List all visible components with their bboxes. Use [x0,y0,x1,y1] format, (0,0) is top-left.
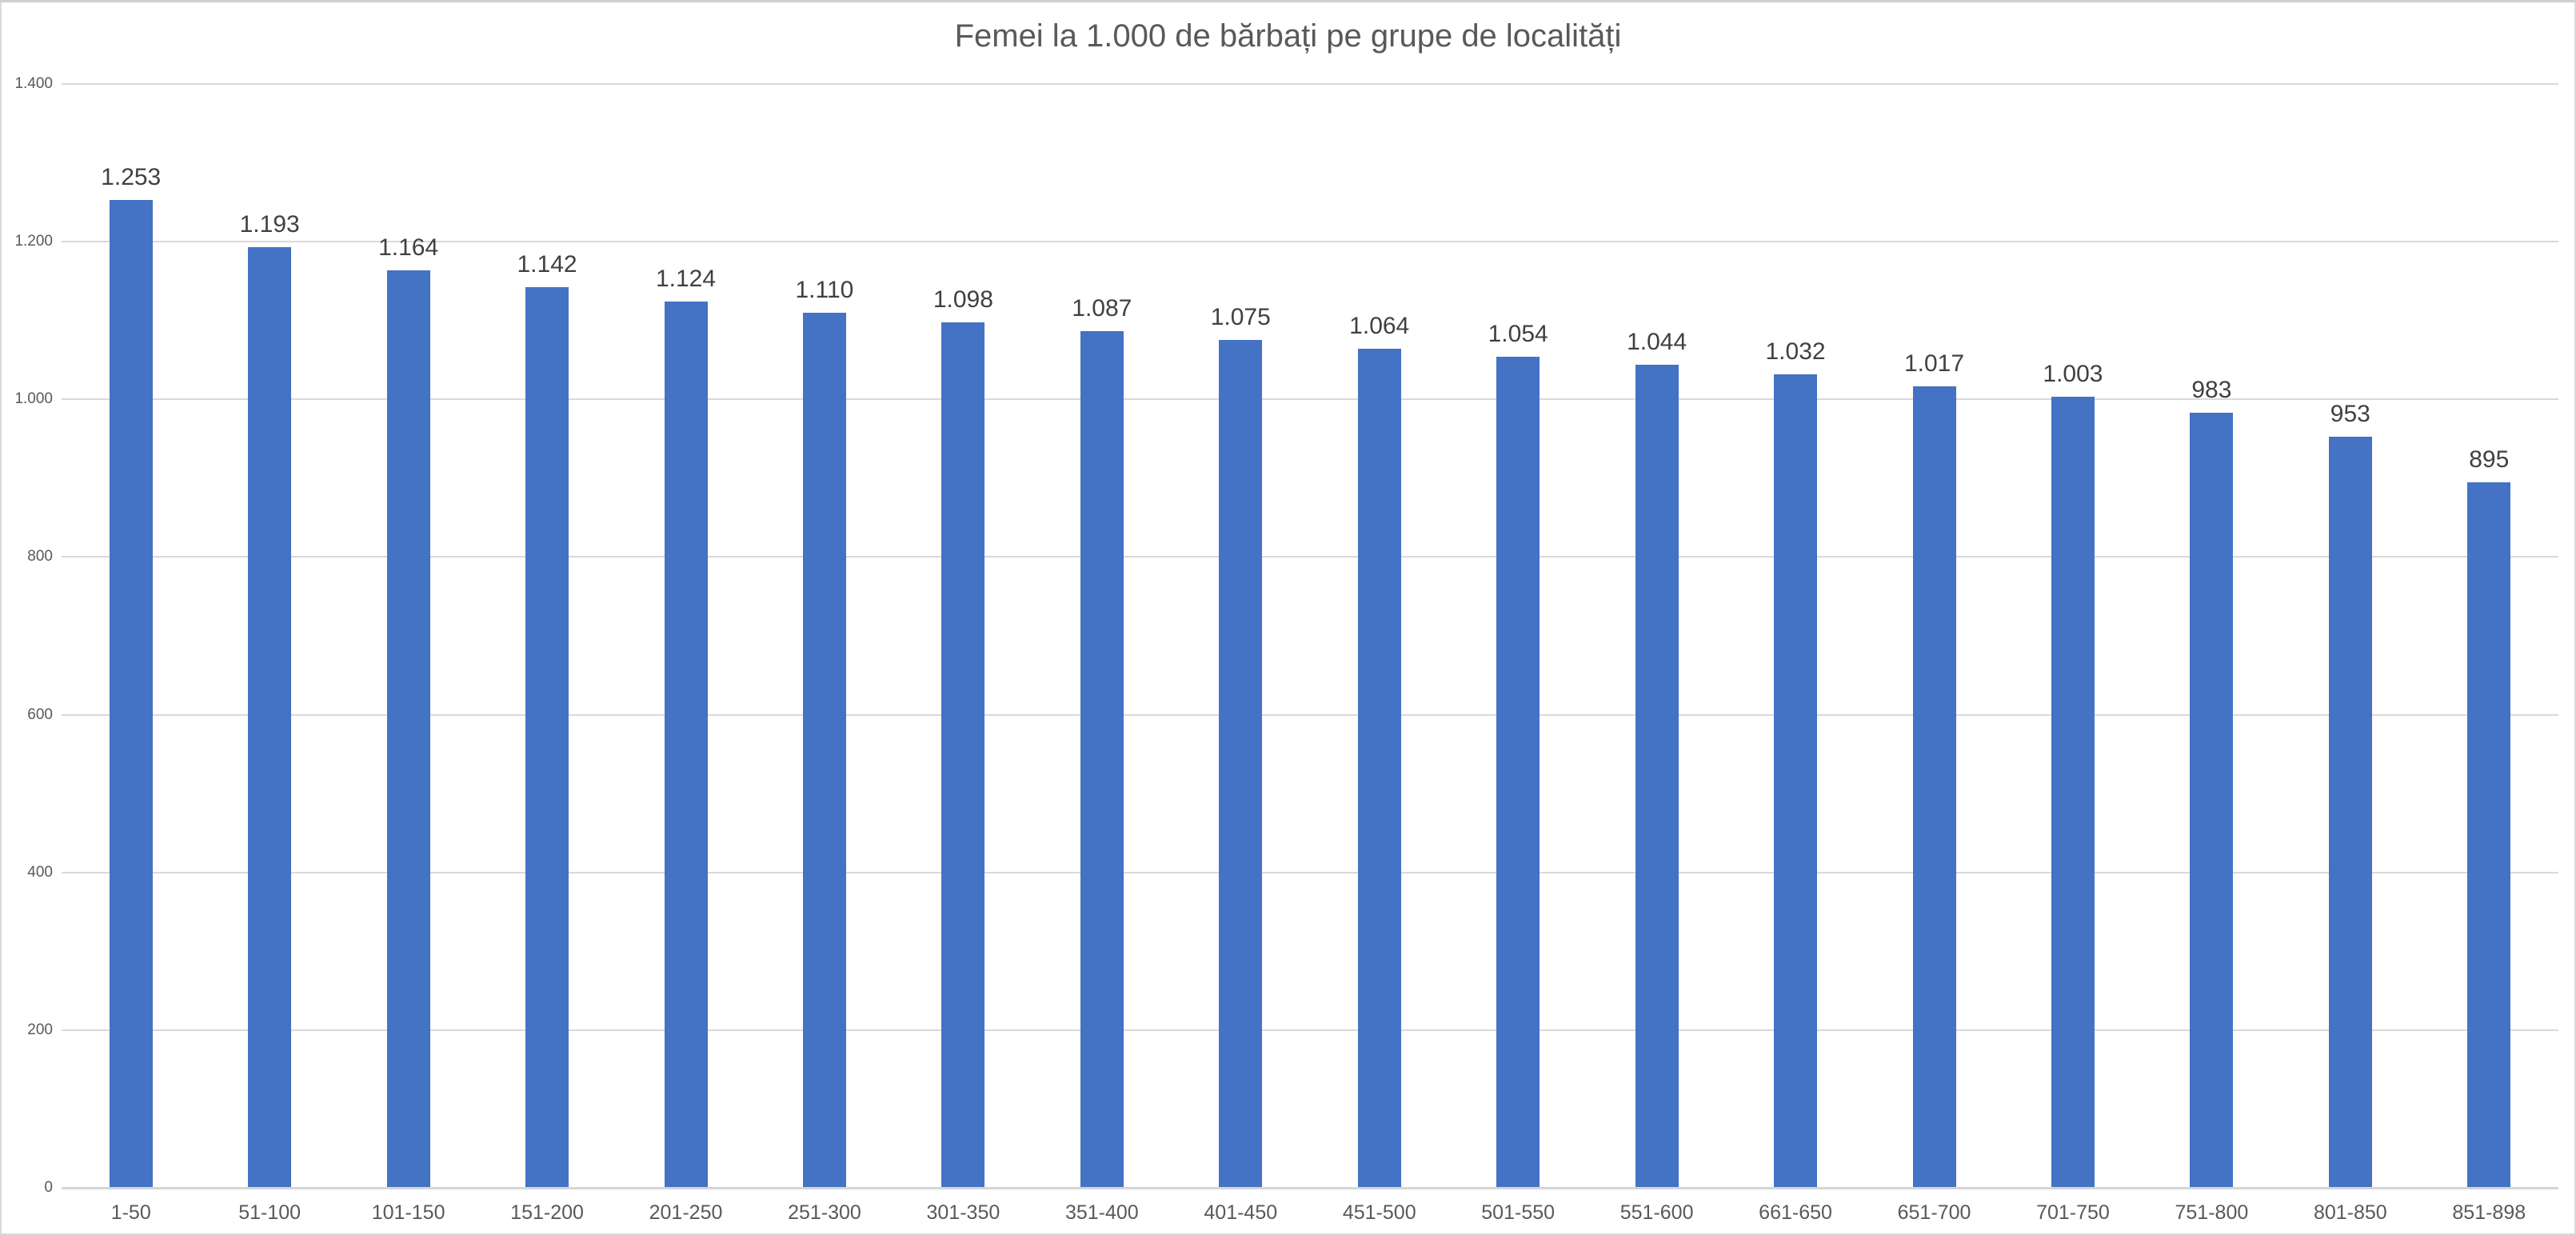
bar-value-label: 953 [2330,400,2370,427]
bar-251-300 [802,312,846,1188]
x-axis-category-label: 661-650 [1759,1201,1832,1224]
x-axis-category-label: 701-750 [2036,1201,2110,1224]
bar-value-label: 1.054 [1488,321,1548,348]
bar-value-label: 1.098 [933,286,993,313]
bar-value-label: 1.253 [101,163,162,190]
bar-value-label: 1.017 [1903,350,1965,377]
bar-151-200 [525,287,569,1188]
gridline [62,1029,2558,1031]
y-axis-tick-label: 1.400 [14,75,53,92]
bar-851-898 [2467,482,2511,1188]
y-axis-tick-label: 200 [27,1021,53,1038]
x-axis-category-label: 751-800 [2175,1201,2249,1224]
x-axis-category-label: 1-50 [110,1201,151,1224]
x-axis-category-label: 801-850 [2313,1201,2387,1224]
x-axis-category-label: 551-600 [1619,1201,1694,1224]
bar-101-150 [386,270,430,1188]
x-axis-category-label: 101-150 [371,1201,445,1224]
bar-551-600 [1635,364,1679,1188]
gridline [62,83,2558,85]
y-axis-tick-label: 400 [27,863,53,881]
bar-451-500 [1357,349,1401,1188]
x-axis-category-label: 851-898 [2452,1201,2526,1224]
bar-751-800 [2190,413,2234,1188]
y-axis-tick-label: 600 [27,705,53,723]
x-axis-category-label: 401-450 [1204,1201,1278,1224]
x-axis-category-label: 301-350 [926,1201,1000,1224]
bar-value-label: 1.064 [1349,313,1410,340]
bar-value-label: 1.110 [795,276,854,303]
x-axis-category-label: 51-100 [238,1201,302,1224]
y-axis-tick-label: 800 [27,548,53,566]
y-axis-tick-label: 1.200 [14,233,53,250]
bar-661-650 [1774,374,1818,1188]
gridline [62,713,2558,716]
y-axis-tick-label: 0 [44,1179,53,1196]
chart-title: Femei la 1.000 de bărbați pe grupe de lo… [954,18,1622,54]
x-axis-category-label: 351-400 [1064,1201,1139,1224]
bar-201-250 [664,302,708,1188]
x-axis-category-label: 651-700 [1897,1201,1971,1224]
x-axis-line [62,1187,2558,1189]
bar-value-label: 1.124 [655,266,717,293]
bar-value-label: 1.164 [378,234,439,261]
bar-value-label: 895 [2469,446,2510,473]
gridline [62,556,2558,558]
bar-value-label: 1.044 [1627,328,1687,355]
gridline [62,398,2558,401]
x-axis-category-label: 151-200 [510,1201,584,1224]
x-axis-category-label: 251-300 [788,1201,861,1224]
bar-value-label: 1.142 [517,251,577,278]
bar-501-550 [1496,357,1540,1188]
bar-value-label: 1.032 [1765,338,1826,365]
bar-value-label: 1.003 [2043,361,2103,388]
bar-401-450 [1219,340,1263,1188]
x-axis-category-label: 201-250 [649,1201,723,1224]
x-axis-category-label: 451-500 [1342,1201,1416,1224]
gridline [62,871,2558,873]
bar-51-100 [248,247,292,1188]
bar-value-label: 1.075 [1210,304,1271,331]
bar-651-700 [1912,386,1956,1188]
x-axis-category-label: 501-550 [1481,1201,1556,1224]
bar-value-label: 983 [2191,377,2232,404]
bar-1-50 [109,199,153,1188]
bar-351-400 [1080,330,1124,1188]
bar-301-350 [941,322,985,1188]
y-axis-tick-label: 1.000 [14,390,53,408]
bar-701-750 [2051,397,2095,1188]
gridline [62,241,2558,243]
bar-801-850 [2328,436,2372,1188]
bar-value-label: 1.193 [239,211,300,238]
bar-value-label: 1.087 [1072,294,1132,322]
